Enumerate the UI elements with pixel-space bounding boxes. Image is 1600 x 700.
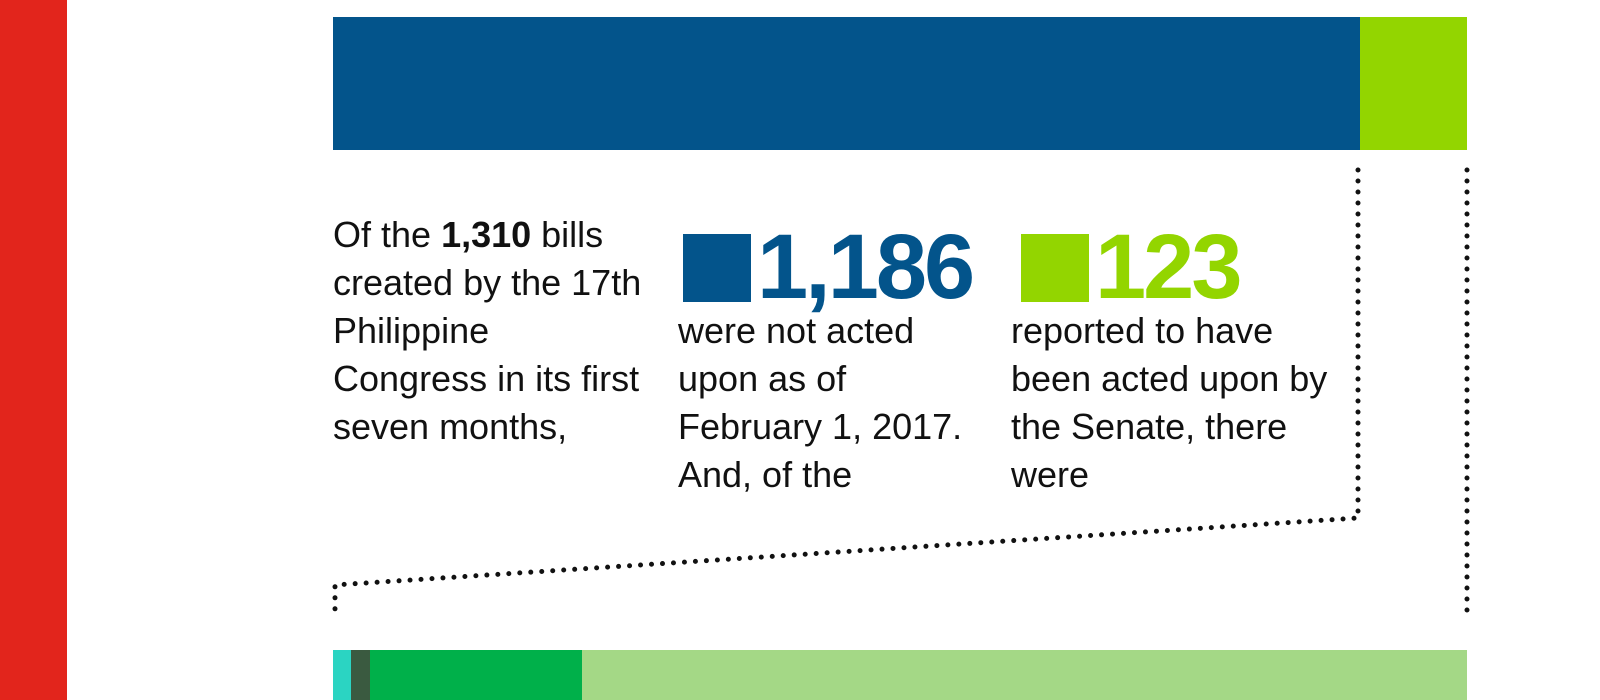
- top-stacked-bar: [333, 17, 1467, 150]
- bottom-stacked-bar: [333, 650, 1467, 700]
- top-bar-segment-2: [1360, 17, 1467, 150]
- lead-pre: Of the: [333, 214, 442, 255]
- lead-total: 1,310: [441, 214, 532, 255]
- top-bar-segment-1: [333, 17, 1361, 150]
- not-acted-value: 1,186: [757, 216, 975, 318]
- left-accent-stripe: [0, 0, 67, 700]
- bottom-bar-segment-3: [369, 650, 582, 700]
- bottom-bar-segment-2: [351, 650, 370, 700]
- acted-text: reported to have been acted upon by the …: [1011, 310, 1328, 495]
- lead-post: bills created by the 17th Philippine Con…: [333, 214, 642, 447]
- acted-figure: 123: [1021, 215, 1242, 320]
- lead-text: Of the 1,310 bills created by the 17th P…: [333, 211, 653, 451]
- acted-legend-square: [1021, 233, 1089, 302]
- not-acted-figure: 1,186: [683, 215, 975, 320]
- acted-value: 123: [1095, 216, 1242, 318]
- bottom-bar-segment-1: [333, 650, 352, 700]
- not-acted-text: were not acted upon as of February 1, 20…: [678, 310, 963, 495]
- not-acted-legend-square: [683, 233, 751, 302]
- bottom-bar-segment-4: [581, 650, 1467, 700]
- connector-line-inner: [332, 167, 1361, 621]
